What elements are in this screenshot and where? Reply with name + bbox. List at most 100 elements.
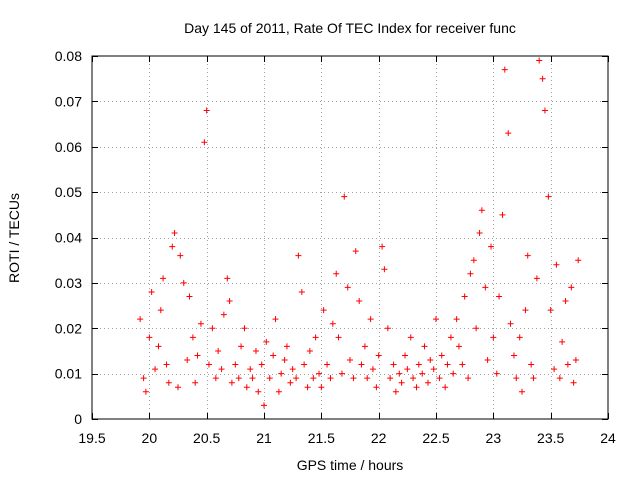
data-point [249,375,256,382]
data-point [283,343,290,350]
data-point [564,361,571,368]
y-tick-label: 0.06 [55,139,82,155]
data-point [476,229,483,236]
x-tick-label: 23 [486,430,502,446]
data-point [148,288,155,295]
data-point [175,384,181,391]
data-point [310,375,317,382]
data-point [465,375,472,382]
x-tick-label: 23.5 [537,430,564,446]
data-point [293,375,300,382]
x-tick-label: 20 [142,430,158,446]
grid-lines [92,56,608,419]
x-tick-label: 21 [256,430,272,446]
data-point [186,293,193,300]
data-point [379,243,386,250]
data-point [192,379,199,386]
data-point [536,57,543,64]
data-point [212,375,219,382]
data-point [551,366,558,373]
data-point [327,375,334,382]
data-point [392,388,399,395]
data-point [301,361,308,368]
data-point [177,252,184,259]
data-point [312,334,319,341]
data-point [329,320,336,327]
data-point [140,375,147,382]
data-point [306,347,313,354]
data-point [333,270,340,277]
data-point [356,298,363,305]
y-tick-label: 0 [74,411,82,427]
data-point [556,375,563,382]
data-point [404,366,411,373]
data-point [519,388,525,395]
data-point [252,347,259,354]
data-point [344,284,351,291]
data-point [137,316,144,323]
data-point [232,361,239,368]
data-point [358,361,365,368]
data-point [146,334,153,341]
x-tick-label: 19.5 [78,430,105,446]
x-tick-label: 24 [600,430,616,446]
data-point [278,370,285,377]
data-point [184,357,191,364]
data-point [484,357,491,364]
data-point [235,375,242,382]
data-point [482,284,489,291]
data-point [218,366,225,373]
data-point [352,248,359,255]
data-point [530,375,537,382]
data-points [137,57,582,409]
data-point [572,357,579,364]
data-point [171,229,178,236]
data-point [488,243,495,250]
data-point [510,352,517,359]
data-point [415,361,422,368]
data-point [226,298,233,305]
chart-title: Day 145 of 2011, Rate Of TEC Index for r… [184,20,516,36]
data-point [281,357,288,364]
data-point [559,338,566,345]
y-axis-label: ROTI / TECUs [6,193,22,283]
data-point [424,379,431,386]
data-point [562,298,569,305]
data-point [496,293,503,300]
data-point [524,252,531,259]
data-point [473,325,480,332]
x-axis-label: GPS time / hours [297,457,404,473]
axis-ticks [92,56,609,420]
data-point [275,388,282,395]
y-tick-labels: 0 0.01 0.02 0.03 0.04 0.05 0.06 0.07 0.08 [55,48,82,427]
data-point [209,325,216,332]
data-point [436,375,443,382]
data-point [513,375,520,382]
data-point [442,384,449,391]
data-point [455,343,462,350]
data-point [347,357,353,364]
data-point [295,252,302,259]
y-tick-label: 0.05 [55,184,82,200]
data-point [516,334,523,341]
data-point [263,338,270,345]
data-point [490,334,497,341]
data-point [243,384,250,391]
data-point [438,352,445,359]
data-point [575,257,582,264]
y-tick-label: 0.07 [55,93,82,109]
data-point [367,316,374,323]
data-point [350,375,357,382]
data-point [384,325,391,332]
data-point [507,320,514,327]
data-point [258,361,265,368]
data-point [324,361,331,368]
data-point [194,352,201,359]
data-point [266,375,273,382]
data-point [499,211,506,218]
data-point [419,370,426,377]
data-point [402,352,409,359]
data-point [272,316,279,323]
data-point [541,107,548,114]
